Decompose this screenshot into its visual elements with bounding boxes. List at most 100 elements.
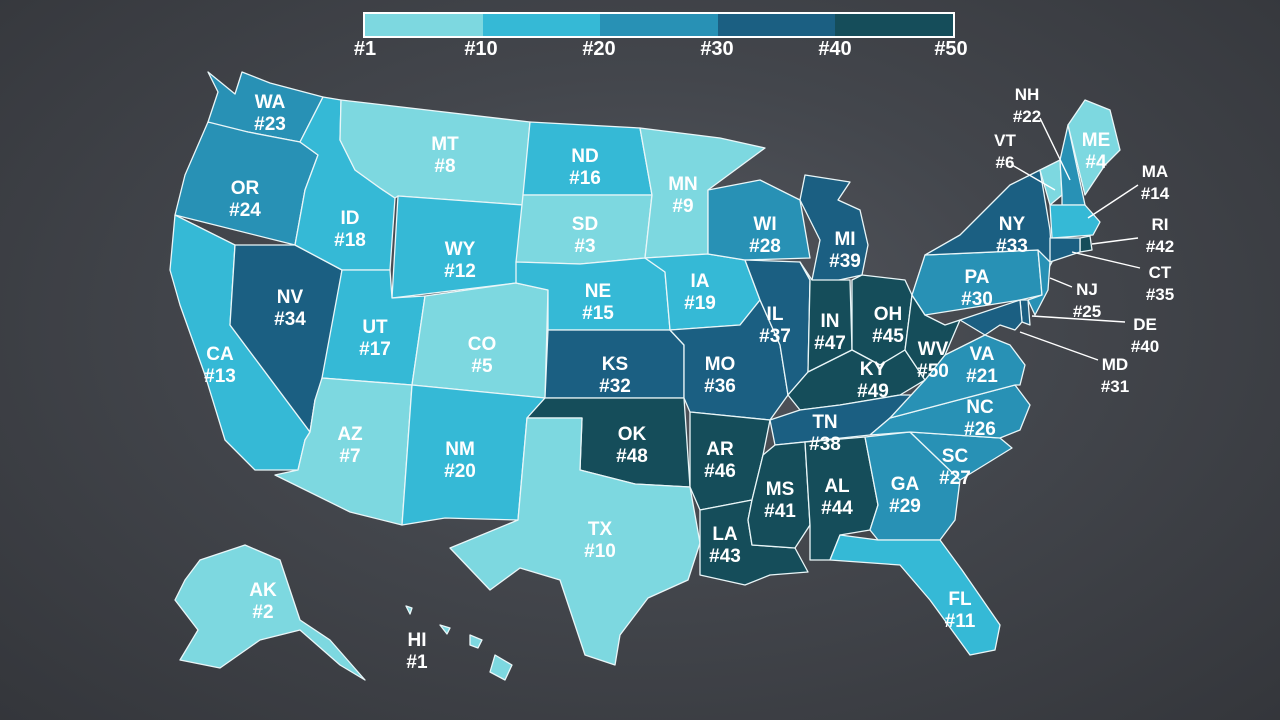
state-rank-ok: #48 — [616, 446, 648, 467]
state-shape-ct — [1049, 237, 1081, 263]
legend-segment-2 — [482, 14, 601, 36]
leader-line — [1071, 251, 1141, 269]
state-rank-az: #7 — [339, 446, 360, 467]
state-rank-vt: #6 — [996, 153, 1015, 172]
state-rank-nd: #16 — [569, 168, 601, 189]
state-abbr-in: IN — [821, 311, 840, 332]
state-rank-va: #21 — [966, 366, 998, 387]
state-abbr-id: ID — [341, 208, 360, 229]
state-abbr-hi: HI — [408, 630, 427, 651]
state-rank-pa: #30 — [961, 289, 993, 310]
state-rank-ne: #15 — [582, 303, 614, 324]
state-rank-md: #31 — [1101, 377, 1129, 396]
state-rank-nm: #20 — [444, 461, 476, 482]
leader-line — [1049, 277, 1073, 288]
state-rank-mi: #39 — [829, 251, 861, 272]
leader-line — [1039, 117, 1071, 181]
state-abbr-nd: ND — [571, 146, 598, 167]
state-abbr-ms: MS — [766, 479, 795, 500]
state-abbr-ca: CA — [206, 344, 234, 365]
state-abbr-co: CO — [468, 334, 497, 355]
state-abbr-ri: RI — [1152, 215, 1169, 234]
state-abbr-al: AL — [824, 476, 850, 497]
state-abbr-tn: TN — [812, 412, 837, 433]
state-shape-md — [959, 299, 1023, 336]
state-rank-wv: #50 — [917, 361, 949, 382]
state-rank-hi: #1 — [406, 652, 428, 673]
leader-line — [1087, 184, 1139, 219]
state-shapes — [169, 71, 1121, 681]
state-rank-sd: #3 — [574, 236, 595, 257]
state-rank-ga: #29 — [889, 496, 921, 517]
state-shape-mo — [669, 299, 789, 421]
state-abbr-mi: MI — [834, 229, 855, 250]
state-shape-nc — [869, 384, 1031, 439]
state-abbr-ga: GA — [891, 474, 920, 495]
state-abbr-va: VA — [970, 344, 995, 365]
state-rank-il: #37 — [759, 326, 791, 347]
state-rank-ca: #13 — [204, 366, 236, 387]
state-rank-me: #4 — [1085, 152, 1107, 173]
state-abbr-ny: NY — [999, 214, 1026, 235]
state-shape-ri — [1079, 235, 1093, 253]
legend-tick-20: #20 — [582, 38, 616, 60]
state-shape-ma — [1049, 204, 1101, 239]
legend-tick-50: #50 — [934, 38, 968, 60]
legend-tick-10: #10 — [464, 38, 498, 60]
state-abbr-ar: AR — [706, 439, 734, 460]
state-rank-or: #24 — [229, 200, 261, 221]
state-rank-nh: #22 — [1013, 107, 1041, 126]
state-rank-sc: #27 — [939, 468, 971, 489]
state-abbr-ma: MA — [1142, 162, 1168, 181]
rank-legend: #1 #10 #20 #30 #40 #50 — [354, 12, 968, 64]
state-shape-hi — [405, 605, 513, 681]
state-shape-va — [889, 334, 1026, 419]
state-rank-wi: #28 — [749, 236, 781, 257]
state-abbr-wv: WV — [918, 339, 949, 360]
state-rank-la: #43 — [709, 546, 741, 567]
state-abbr-nh: NH — [1015, 85, 1040, 104]
leader-line — [1011, 164, 1056, 191]
state-rank-mo: #36 — [704, 376, 736, 397]
state-abbr-fl: FL — [948, 589, 972, 610]
state-shape-tx — [449, 417, 701, 666]
state-abbr-mt: MT — [431, 134, 459, 155]
state-rank-mt: #8 — [434, 156, 455, 177]
state-rank-ct: #35 — [1146, 285, 1174, 304]
state-rank-tx: #10 — [584, 541, 616, 562]
state-rank-al: #44 — [821, 498, 853, 519]
state-abbr-la: LA — [712, 524, 738, 545]
state-rank-ms: #41 — [764, 501, 796, 522]
state-rank-ut: #17 — [359, 339, 391, 360]
state-abbr-mo: MO — [705, 354, 736, 375]
legend-segment-4 — [717, 14, 836, 36]
state-abbr-ky: KY — [860, 359, 887, 380]
state-rank-wy: #12 — [444, 261, 476, 282]
state-shape-co — [411, 282, 549, 399]
leader-line — [1019, 331, 1099, 361]
leader-line — [1091, 237, 1139, 245]
state-rank-tn: #38 — [809, 434, 841, 455]
state-abbr-sc: SC — [942, 446, 969, 467]
state-rank-ia: #19 — [684, 293, 716, 314]
state-rank-nv: #34 — [274, 309, 306, 330]
state-abbr-nm: NM — [445, 439, 475, 460]
leader-line — [1031, 315, 1126, 323]
state-abbr-wa: WA — [255, 92, 286, 113]
state-abbr-md: MD — [1102, 355, 1128, 374]
state-shape-wi — [707, 179, 811, 261]
state-abbr-ks: KS — [602, 354, 628, 375]
state-abbr-nc: NC — [966, 397, 994, 418]
state-abbr-me: ME — [1082, 130, 1111, 151]
state-abbr-il: IL — [767, 304, 784, 325]
state-abbr-wi: WI — [753, 214, 776, 235]
state-rank-in: #47 — [814, 333, 846, 354]
state-labels: WA#23 OR#24 CA#13 NV#34 ID#18 MT#8 WY#12 UT#17 A… — [204, 85, 1174, 673]
state-rank-nj: #25 — [1073, 302, 1101, 321]
state-abbr-nv: NV — [277, 287, 304, 308]
state-abbr-ok: OK — [618, 424, 647, 445]
state-abbr-ia: IA — [691, 271, 710, 292]
state-abbr-vt: VT — [994, 131, 1016, 150]
state-shape-ak — [174, 544, 366, 681]
